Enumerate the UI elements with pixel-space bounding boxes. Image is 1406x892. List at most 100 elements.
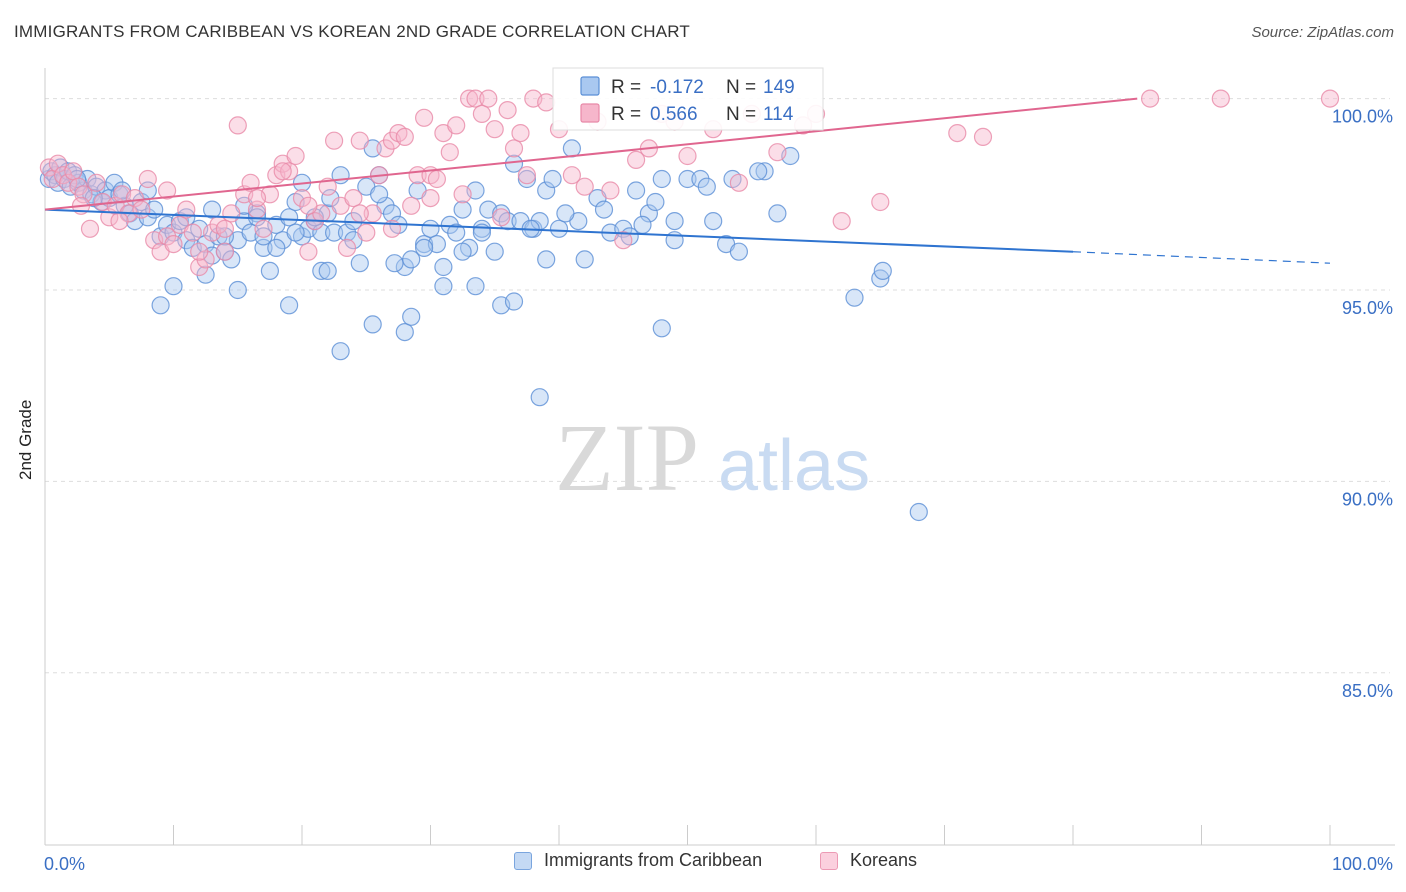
data-point [755, 162, 774, 181]
data-point [402, 307, 421, 326]
data-point [504, 139, 524, 158]
data-point [530, 388, 549, 407]
data-point [447, 223, 466, 242]
data-point [973, 127, 993, 146]
data-point [537, 93, 556, 112]
data-point [440, 143, 459, 162]
legend-item-caribbean: Immigrants from Caribbean [514, 850, 762, 871]
data-point [909, 502, 928, 522]
data-point [652, 319, 671, 338]
data-point [215, 219, 234, 238]
data-point [845, 288, 864, 307]
data-point [1320, 89, 1340, 108]
legend-item-koreans: Koreans [820, 850, 917, 871]
data-point [164, 235, 183, 254]
data-point [350, 254, 369, 273]
data-point [485, 120, 504, 139]
data-point [427, 169, 446, 189]
y-axis-label: 2nd Grade [16, 399, 35, 480]
data-point [415, 235, 434, 254]
data-point [504, 292, 524, 311]
data-point [415, 108, 434, 127]
data-point [434, 277, 453, 296]
data-point [370, 185, 389, 204]
data-point [357, 223, 376, 242]
data-point [254, 227, 273, 246]
data-point [138, 169, 157, 189]
y-tick-label: 95.0% [1342, 298, 1393, 318]
data-point [331, 342, 350, 361]
data-point [395, 257, 414, 277]
data-point [337, 238, 357, 257]
data-point [498, 100, 517, 120]
data-point [453, 242, 472, 261]
data-point [286, 223, 305, 242]
data-point [382, 204, 402, 223]
data-point [453, 185, 472, 204]
data-point [472, 104, 491, 124]
data-point [273, 162, 292, 181]
data-point [318, 177, 337, 196]
data-point [395, 127, 414, 146]
data-point [350, 204, 369, 223]
data-point [768, 204, 787, 223]
data-point [385, 254, 404, 273]
data-point [543, 169, 562, 189]
data-point [325, 131, 344, 150]
data-point [164, 277, 183, 296]
data-point [562, 166, 582, 185]
data-point [203, 200, 222, 219]
data-point [344, 189, 363, 208]
stats-n-value: 149 [763, 77, 795, 98]
stats-legend: R = -0.172 N = 149 R = 0.566 N = 114 [552, 67, 824, 131]
trend-lines [44, 97, 1331, 264]
data-point [511, 124, 530, 143]
x-tick-label: 100.0% [1332, 854, 1393, 874]
data-point [1211, 89, 1230, 108]
data-point [48, 154, 68, 173]
legend-label-caribbean: Immigrants from Caribbean [544, 850, 763, 870]
data-point [280, 296, 299, 315]
data-point [517, 166, 537, 185]
stats-r-label: R = [611, 77, 641, 98]
data-point [402, 196, 421, 215]
data-point [594, 200, 614, 219]
data-point [363, 204, 382, 223]
data-point [158, 181, 177, 200]
data-point [39, 158, 59, 177]
data-point [110, 212, 129, 231]
data-point [363, 315, 382, 334]
stats-n-value: 114 [763, 104, 794, 125]
data-point [678, 169, 697, 189]
data-point [537, 181, 556, 200]
data-point [247, 189, 267, 208]
data-point [466, 277, 485, 296]
data-point [575, 177, 594, 196]
data-point [64, 162, 83, 181]
data-point [183, 223, 202, 242]
data-point [395, 323, 414, 342]
data-point [453, 200, 472, 219]
data-point [177, 208, 196, 227]
axes [44, 68, 1395, 846]
data-point [350, 131, 369, 150]
data-point [729, 173, 749, 192]
data-point [575, 250, 594, 269]
data-point [151, 296, 170, 315]
data-point [286, 146, 305, 166]
series-koreans-points [39, 89, 1340, 277]
watermark: ZIP atlas [555, 404, 870, 511]
y-tick-label: 90.0% [1342, 489, 1393, 509]
data-point [633, 215, 652, 234]
bottom-legend: Immigrants from Caribbean Koreans [0, 850, 1406, 880]
data-point [280, 208, 299, 227]
legend-label-koreans: Koreans [850, 850, 918, 870]
data-point [832, 212, 851, 231]
data-point [704, 212, 723, 231]
source-credit: Source: ZipAtlas.com [1251, 24, 1394, 41]
data-point [280, 162, 299, 181]
data-point [337, 223, 357, 242]
data-point [948, 124, 967, 143]
data-point [665, 212, 684, 231]
